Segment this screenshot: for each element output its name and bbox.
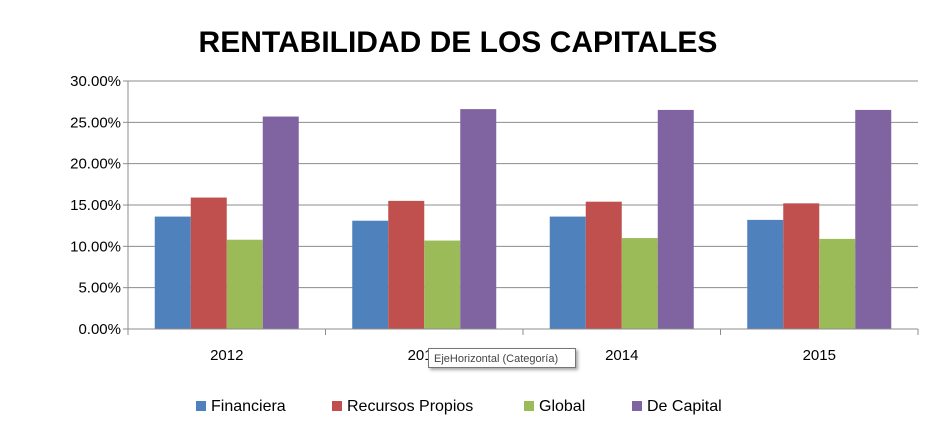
axes — [123, 80, 919, 335]
legend-swatch — [332, 401, 342, 411]
bar-financiera-2014 — [549, 216, 586, 329]
bar-de-capital-2014 — [657, 109, 694, 329]
bar-de-capital-2013 — [460, 109, 497, 330]
legend-swatch — [196, 401, 206, 411]
legend-swatch — [632, 401, 642, 411]
y-tick-label: 20.00% — [70, 156, 121, 173]
legend-label: Global — [539, 398, 585, 415]
y-axis-ticks: 0.00% 5.00% 10.00% 15.00% 20.00% 25.00% 30.00% — [70, 73, 121, 338]
legend-swatch — [524, 401, 534, 411]
bar-de-capital-2015 — [855, 109, 892, 329]
bar-global-2012 — [226, 239, 263, 329]
axis-tooltip: EjeHorizontal (Categoría) — [428, 348, 576, 368]
y-tick-label: 5.00% — [78, 280, 121, 297]
bar-de-capital-2012 — [262, 116, 299, 330]
bars — [154, 109, 892, 330]
chart-title: RENTABILIDAD DE LOS CAPITALES — [199, 26, 718, 59]
y-tick-label: 10.00% — [70, 238, 121, 255]
bar-recursos-propios-2014 — [585, 201, 622, 329]
y-tick-label: 0.00% — [78, 321, 121, 338]
bar-financiera-2013 — [352, 220, 389, 329]
y-tick-label: 15.00% — [70, 197, 121, 214]
x-tick-label: 2014 — [605, 347, 638, 364]
legend: Financiera Recursos Propios Global De Capit… — [196, 398, 722, 415]
x-tick-label: 2015 — [803, 347, 836, 364]
bar-global-2013 — [424, 240, 461, 329]
bar-recursos-propios-2012 — [190, 197, 227, 329]
bar-global-2014 — [621, 238, 658, 329]
x-tick-label: 2012 — [210, 347, 243, 364]
legend-label: Financiera — [211, 398, 286, 415]
bar-financiera-2012 — [154, 216, 191, 329]
bar-financiera-2015 — [747, 219, 784, 329]
legend-label: Recursos Propios — [347, 398, 473, 415]
y-tick-label: 25.00% — [70, 114, 121, 131]
bar-recursos-propios-2015 — [783, 203, 820, 329]
legend-label: De Capital — [647, 398, 722, 415]
bar-global-2015 — [819, 238, 856, 329]
bar-recursos-propios-2013 — [388, 200, 425, 329]
y-tick-label: 30.00% — [70, 73, 121, 90]
